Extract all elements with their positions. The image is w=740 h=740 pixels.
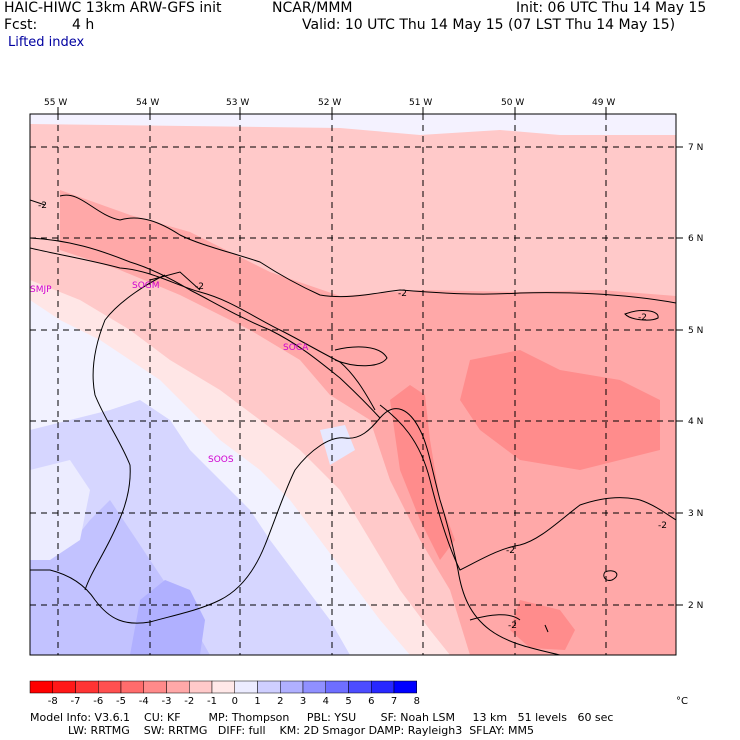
colorbar-swatch (189, 680, 213, 694)
stations: SMJP SOGM SOCA SOOS (30, 281, 309, 465)
colorbar-label: 0 (232, 696, 238, 707)
lon-label: 55 W (44, 98, 67, 108)
forecast-label: Fcst: (4, 17, 38, 33)
colorbar-label: 8 (414, 696, 420, 707)
coastlines (30, 237, 561, 655)
contours (30, 194, 676, 633)
colorbar-swatch (120, 680, 144, 694)
contour-label: -2 (38, 201, 47, 211)
lon-label: 49 W (592, 98, 615, 108)
colorbar-label: -6 (93, 696, 103, 707)
lat-label: 7 N (688, 143, 703, 153)
colorbar-label: 1 (254, 696, 260, 707)
lat-label: 2 N (688, 601, 703, 611)
lon-label: 50 W (501, 98, 524, 108)
colorbar-label: 4 (323, 696, 329, 707)
colorbar-swatch (393, 680, 417, 694)
colorbar-swatch (348, 680, 372, 694)
colorbar-label: 7 (391, 696, 397, 707)
footer-line-1: Model Info: V3.6.1 CU: KF MP: Thompson P… (30, 711, 614, 724)
map-frame (29, 113, 677, 656)
lat-label: 4 N (688, 417, 703, 427)
lat-labels: 7 N 6 N 5 N 4 N 3 N 2 N (676, 143, 703, 611)
lon-label: 53 W (226, 98, 249, 108)
colorbar-label: -5 (116, 696, 126, 707)
colorbar-label: 2 (277, 696, 283, 707)
colorbar-label: -2 (184, 696, 194, 707)
contour-label: -2 (508, 621, 517, 631)
colorbar-unit: °C (676, 696, 688, 707)
lat-label: 5 N (688, 326, 703, 336)
colorbar-swatch (371, 680, 395, 694)
contour-label: -2 (658, 521, 667, 531)
lat-lon-grid (30, 114, 676, 655)
lon-label: 54 W (136, 98, 159, 108)
colorbar-swatch (52, 680, 76, 694)
colorbar-label: -3 (162, 696, 172, 707)
org-label: NCAR/MMM (272, 0, 353, 16)
colorbar: -8 -7 -6 -5 -4 -3 -2 -1 0 1 2 3 4 5 6 7 8 (29, 680, 420, 707)
colorbar-swatch (143, 680, 167, 694)
lon-label: 52 W (318, 98, 341, 108)
colorbar-swatch (280, 680, 304, 694)
contour-label: -2 (506, 546, 515, 556)
colorbar-label: 6 (368, 696, 374, 707)
footer-line-2: LW: RRTMG SW: RRTMG DIFF: full KM: 2D Sm… (68, 724, 534, 737)
contour-label: -2 (638, 313, 647, 323)
colorbar-swatch (211, 680, 235, 694)
colorbar-swatch (234, 680, 258, 694)
colorbar-swatch (325, 680, 349, 694)
station-sogm: SOGM (132, 281, 160, 291)
contour-label: -2 (195, 282, 204, 292)
colorbar-label: -8 (48, 696, 58, 707)
station-soos: SOOS (208, 455, 234, 465)
lon-labels: 55 W 54 W 53 W 52 W 51 W 50 W 49 W (44, 98, 615, 114)
colorbar-label: -4 (139, 696, 149, 707)
contour-label: -2 (398, 289, 407, 299)
colorbar-swatch (75, 680, 99, 694)
colorbar-label: 3 (300, 696, 306, 707)
colorbar-label: -7 (71, 696, 81, 707)
lat-label: 6 N (688, 234, 703, 244)
colorbar-swatch (257, 680, 281, 694)
colorbar-swatch (302, 680, 326, 694)
lon-label: 51 W (409, 98, 432, 108)
station-soca: SOCA (283, 343, 309, 353)
colorbar-label: 5 (345, 696, 351, 707)
contour-labels: -2 -2 -2 -2 -2 -2 -2 (38, 201, 667, 631)
valid-time: Valid: 10 UTC Thu 14 May 15 (07 LST Thu … (302, 17, 676, 33)
lat-label: 3 N (688, 509, 703, 519)
colorbar-label: -1 (207, 696, 217, 707)
colorbar-swatch (29, 680, 53, 694)
forecast-value: 4 h (72, 17, 95, 33)
colorbar-swatch (98, 680, 122, 694)
station-smjp: SMJP (30, 285, 52, 295)
init-time: Init: 06 UTC Thu 14 May 15 (516, 0, 707, 16)
model-title: HAIC-HIWC 13km ARW-GFS init (4, 0, 222, 16)
colorbar-swatch (166, 680, 190, 694)
field-title: Lifted index (8, 35, 85, 50)
map-field (30, 114, 676, 655)
